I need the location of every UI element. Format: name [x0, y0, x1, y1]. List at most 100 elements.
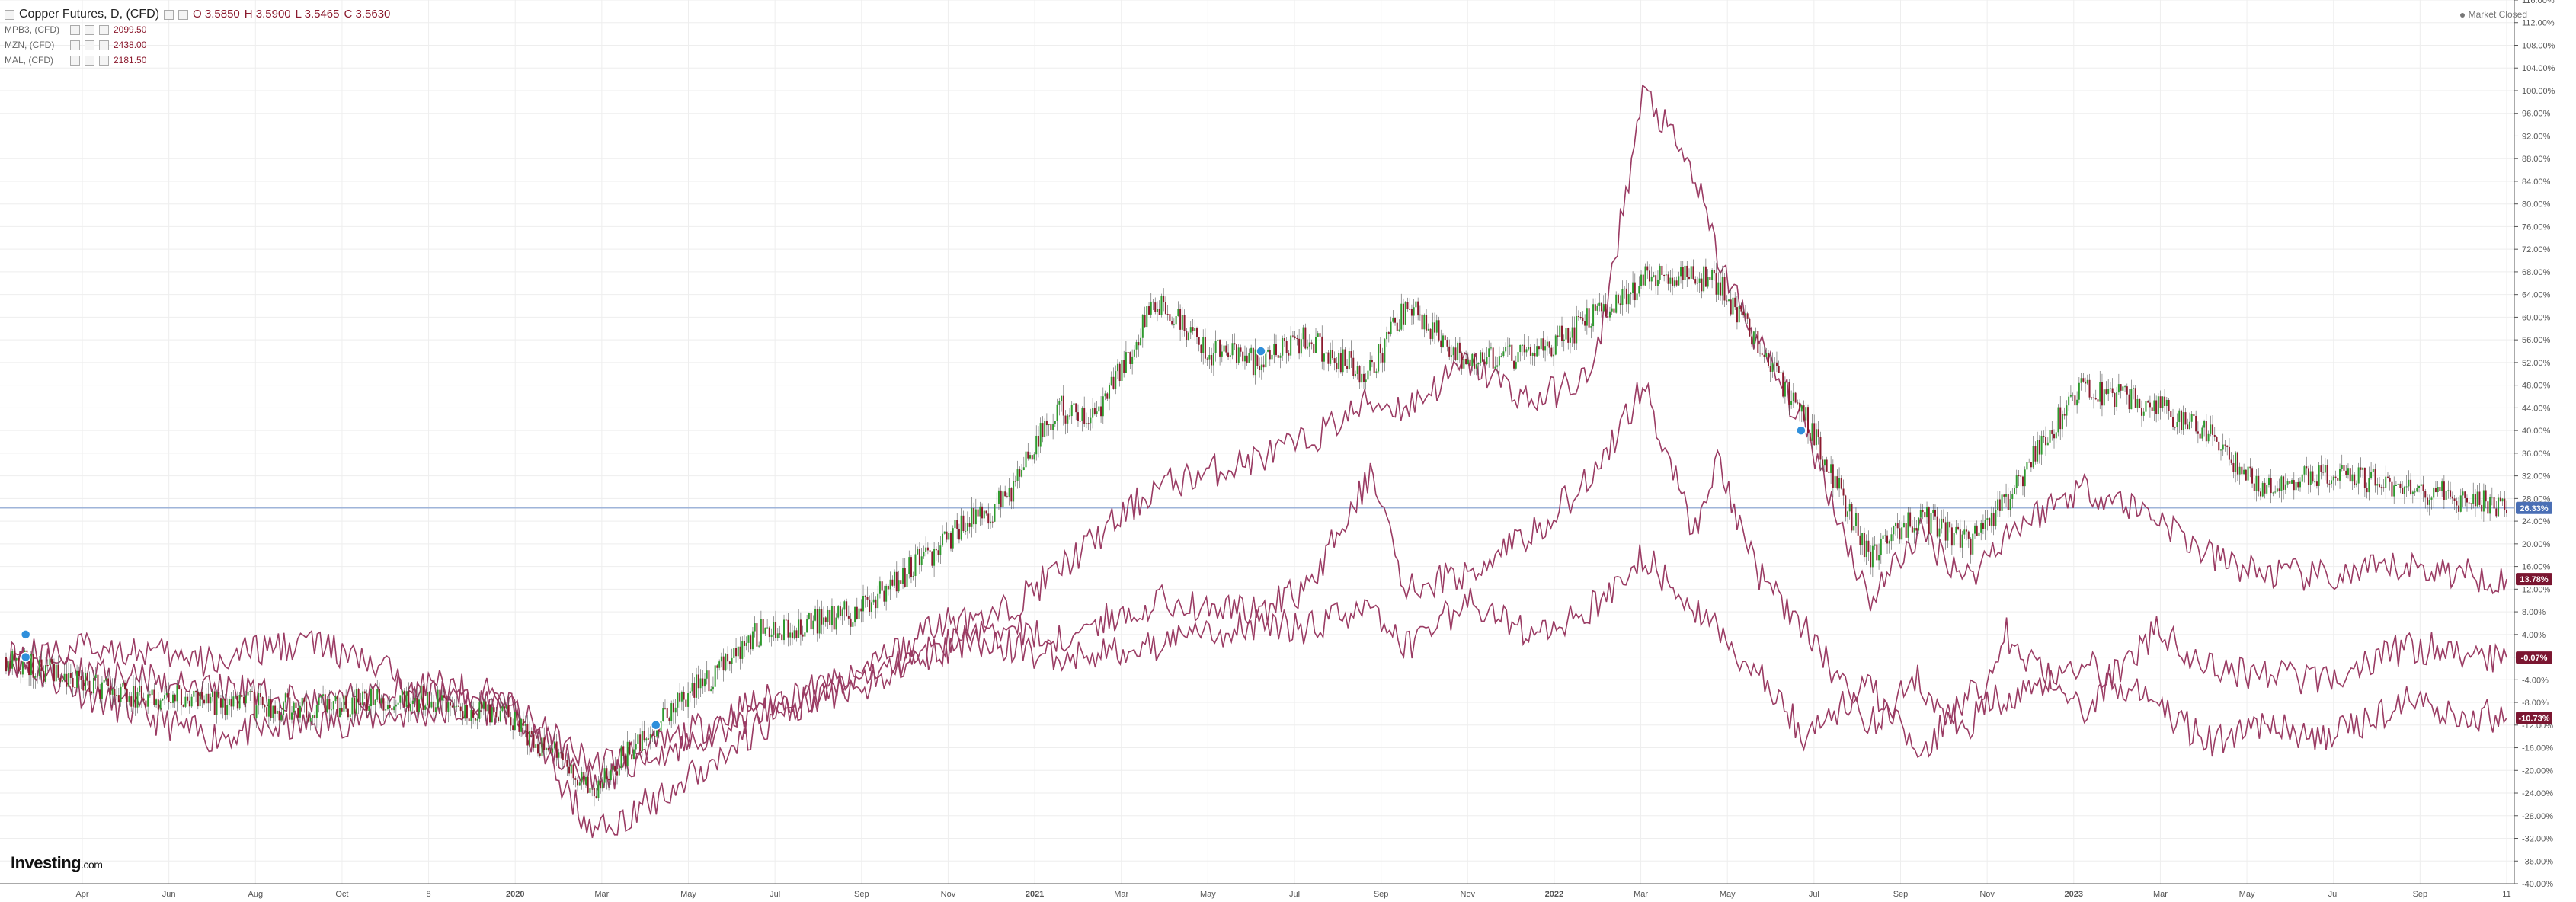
candle[interactable]	[912, 576, 914, 577]
candle[interactable]	[1402, 303, 1404, 325]
candle[interactable]	[1067, 415, 1069, 424]
candle[interactable]	[1096, 411, 1098, 414]
candle[interactable]	[1769, 366, 1771, 372]
candle[interactable]	[1602, 304, 1605, 312]
candle[interactable]	[2504, 498, 2506, 510]
candle[interactable]	[710, 689, 712, 692]
candle[interactable]	[2238, 466, 2241, 475]
candle[interactable]	[2195, 415, 2197, 432]
candle[interactable]	[2450, 490, 2452, 497]
candle[interactable]	[1548, 341, 1550, 348]
candle[interactable]	[9, 661, 11, 669]
candle[interactable]	[418, 699, 420, 712]
candle[interactable]	[1918, 517, 1920, 531]
candle[interactable]	[437, 689, 439, 708]
candle[interactable]	[1634, 282, 1636, 301]
candle[interactable]	[433, 701, 435, 712]
candle[interactable]	[843, 601, 846, 610]
candle[interactable]	[111, 689, 114, 695]
candle[interactable]	[2247, 466, 2249, 481]
event-marker-icon[interactable]	[1256, 346, 1266, 357]
candle[interactable]	[2443, 481, 2445, 500]
candle[interactable]	[1323, 353, 1325, 362]
candle[interactable]	[1016, 469, 1019, 481]
candle[interactable]	[1698, 278, 1701, 283]
candle[interactable]	[1200, 344, 1202, 353]
candle[interactable]	[1331, 350, 1333, 359]
candle[interactable]	[2289, 481, 2291, 484]
candle[interactable]	[2255, 475, 2258, 491]
candle[interactable]	[610, 770, 612, 781]
candle[interactable]	[171, 694, 174, 703]
candle[interactable]	[626, 741, 629, 767]
candle[interactable]	[422, 685, 424, 710]
candle[interactable]	[1315, 337, 1317, 353]
candle[interactable]	[289, 697, 291, 720]
candle[interactable]	[1042, 423, 1044, 437]
candle[interactable]	[1656, 279, 1659, 286]
candle[interactable]	[2055, 432, 2057, 439]
candle[interactable]	[725, 654, 727, 671]
candle[interactable]	[1085, 423, 1087, 424]
candle[interactable]	[243, 696, 245, 704]
candle[interactable]	[1608, 311, 1611, 318]
candle[interactable]	[2053, 433, 2056, 439]
candle[interactable]	[1961, 534, 1963, 548]
candle[interactable]	[1584, 321, 1586, 326]
candle[interactable]	[126, 689, 128, 702]
candle[interactable]	[1467, 359, 1469, 364]
candle[interactable]	[668, 718, 670, 721]
candle[interactable]	[7, 661, 9, 672]
candle[interactable]	[1621, 289, 1624, 305]
candle[interactable]	[1434, 322, 1436, 333]
candle[interactable]	[149, 694, 151, 696]
candle[interactable]	[2437, 487, 2439, 492]
candle[interactable]	[1123, 360, 1125, 373]
candle[interactable]	[109, 686, 111, 695]
candle[interactable]	[507, 705, 510, 718]
candle[interactable]	[641, 731, 643, 752]
candle[interactable]	[1450, 355, 1452, 357]
candle[interactable]	[587, 776, 589, 793]
candle[interactable]	[891, 579, 894, 586]
candle[interactable]	[1807, 407, 1810, 433]
candle[interactable]	[389, 705, 391, 708]
candle[interactable]	[1870, 551, 1872, 568]
candle[interactable]	[1300, 339, 1302, 354]
candle[interactable]	[2416, 488, 2418, 492]
candle[interactable]	[280, 715, 283, 721]
candle[interactable]	[2439, 487, 2441, 491]
candle[interactable]	[1682, 267, 1684, 280]
candle[interactable]	[1586, 308, 1588, 326]
candle[interactable]	[1413, 307, 1415, 316]
candle[interactable]	[1930, 513, 1932, 534]
candle[interactable]	[88, 680, 91, 692]
candle[interactable]	[1202, 337, 1205, 353]
candle[interactable]	[1713, 270, 1715, 274]
candle[interactable]	[2086, 379, 2088, 384]
candle[interactable]	[1932, 510, 1934, 513]
candle[interactable]	[716, 665, 718, 668]
candle[interactable]	[1909, 512, 1912, 527]
candle[interactable]	[1404, 302, 1406, 325]
candle[interactable]	[1694, 279, 1697, 284]
candle[interactable]	[382, 698, 385, 711]
candle[interactable]	[170, 702, 172, 704]
candle[interactable]	[326, 699, 328, 713]
candle[interactable]	[328, 699, 331, 710]
candle[interactable]	[201, 692, 203, 700]
candle[interactable]	[1924, 512, 1926, 518]
candle[interactable]	[1636, 293, 1638, 301]
candle[interactable]	[1192, 327, 1194, 331]
candle[interactable]	[1997, 499, 1999, 510]
candle[interactable]	[1838, 478, 1841, 489]
candle[interactable]	[1221, 351, 1223, 357]
candle[interactable]	[116, 695, 118, 696]
candle[interactable]	[2034, 446, 2037, 462]
candle[interactable]	[1234, 343, 1236, 345]
candle[interactable]	[1995, 510, 1997, 526]
candle[interactable]	[1784, 382, 1786, 397]
settings-icon[interactable]	[85, 24, 94, 35]
candle[interactable]	[2447, 490, 2450, 491]
candle[interactable]	[322, 694, 325, 696]
